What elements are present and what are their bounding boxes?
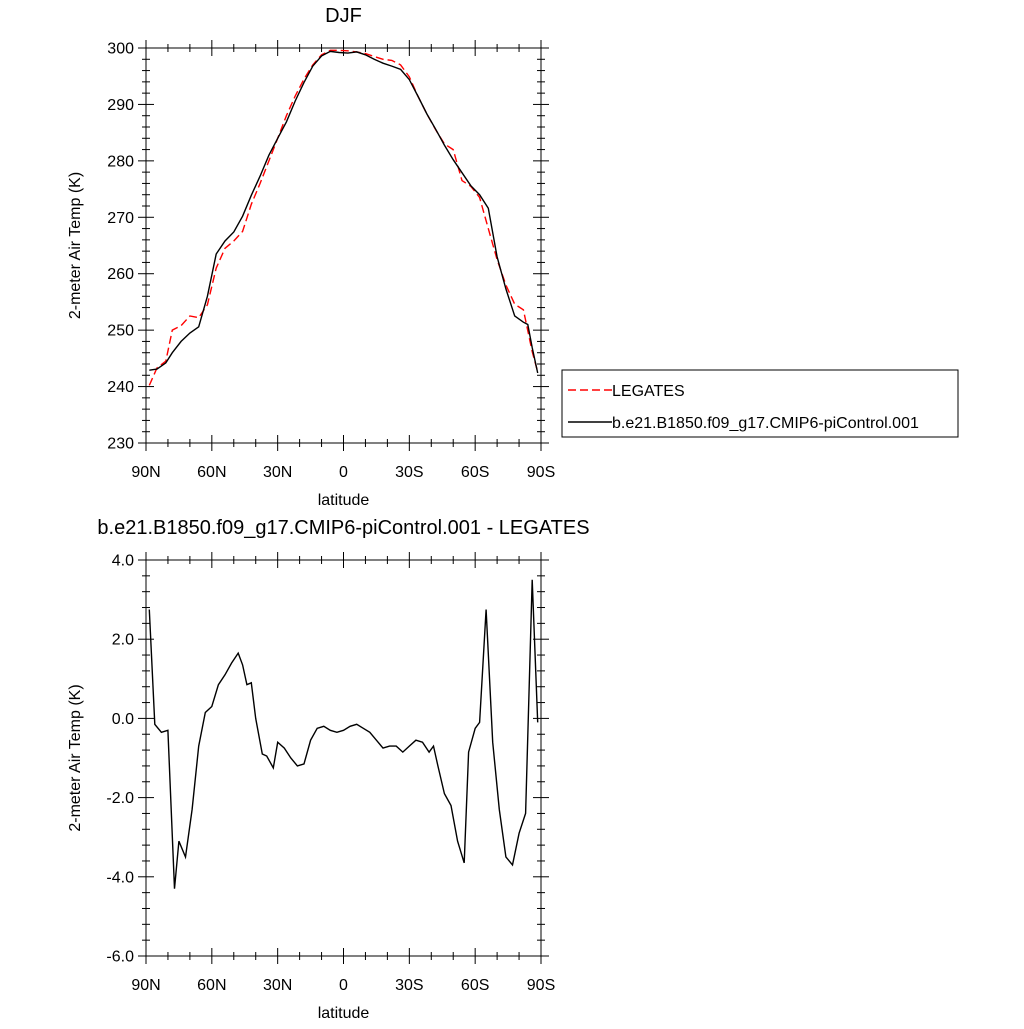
series-line-legates (148, 49, 539, 386)
y-tick-label: 240 (107, 379, 134, 396)
y-tick-label: 250 (107, 323, 134, 340)
x-tick-label: 60S (461, 464, 489, 481)
x-tick-label: 90N (131, 977, 160, 994)
x-axis-label: latitude (318, 492, 370, 509)
legend-box (561, 369, 959, 438)
y-axis-label: 2-meter Air Temp (K) (67, 684, 84, 831)
y-tick-label: 280 (107, 153, 134, 170)
x-tick-label: 90N (131, 464, 160, 481)
chart-panel-1: DJF latitude 2-meter Air Temp (K) 90N 60N 30N… (67, 5, 959, 509)
x-tick-label: 0 (339, 464, 348, 481)
x-tick-label: 90S (527, 977, 555, 994)
legend: LEGATES b.e21.B1850.f09_g17.CMIP6-piContr… (561, 369, 959, 438)
legend-label: b.e21.B1850.f09_g17.CMIP6-piControl.001 (612, 415, 919, 432)
y-tick-label: 300 (107, 41, 134, 58)
legend-label: LEGATES (612, 383, 685, 400)
chart-title: b.e21.B1850.f09_g17.CMIP6-piControl.001 … (97, 517, 589, 539)
y-tick-label: 270 (107, 210, 134, 227)
y-tick-label: 230 (107, 436, 134, 453)
y-tick-label: 2.0 (112, 632, 134, 649)
x-tick-label: 30S (395, 977, 423, 994)
x-tick-label: 60N (197, 977, 226, 994)
y-tick-label: -4.0 (106, 869, 134, 886)
chart-panel-2: b.e21.B1850.f09_g17.CMIP6-piControl.001 … (67, 517, 590, 1022)
series-line-b-e21-b1850-f09-g17-cmip6-picontrol-001 (149, 50, 539, 374)
y-axis-label: 2-meter Air Temp (K) (67, 172, 84, 319)
y-tick-label: 260 (107, 266, 134, 283)
x-tick-label: 0 (339, 977, 348, 994)
chart-title: DJF (325, 5, 362, 27)
x-axis-label: latitude (318, 1005, 370, 1022)
x-tick-label: 60S (461, 977, 489, 994)
series-line-difference (148, 579, 539, 889)
y-tick-label: 0.0 (112, 711, 134, 728)
x-tick-label: 30S (395, 464, 423, 481)
y-tick-label: 4.0 (112, 553, 134, 570)
x-tick-label: 30N (263, 977, 292, 994)
x-tick-label: 30N (263, 464, 292, 481)
x-tick-label: 60N (197, 464, 226, 481)
y-tick-label: -6.0 (106, 949, 134, 966)
y-tick-label: -2.0 (106, 790, 134, 807)
y-tick-label: 290 (107, 97, 134, 114)
x-tick-label: 90S (527, 464, 555, 481)
